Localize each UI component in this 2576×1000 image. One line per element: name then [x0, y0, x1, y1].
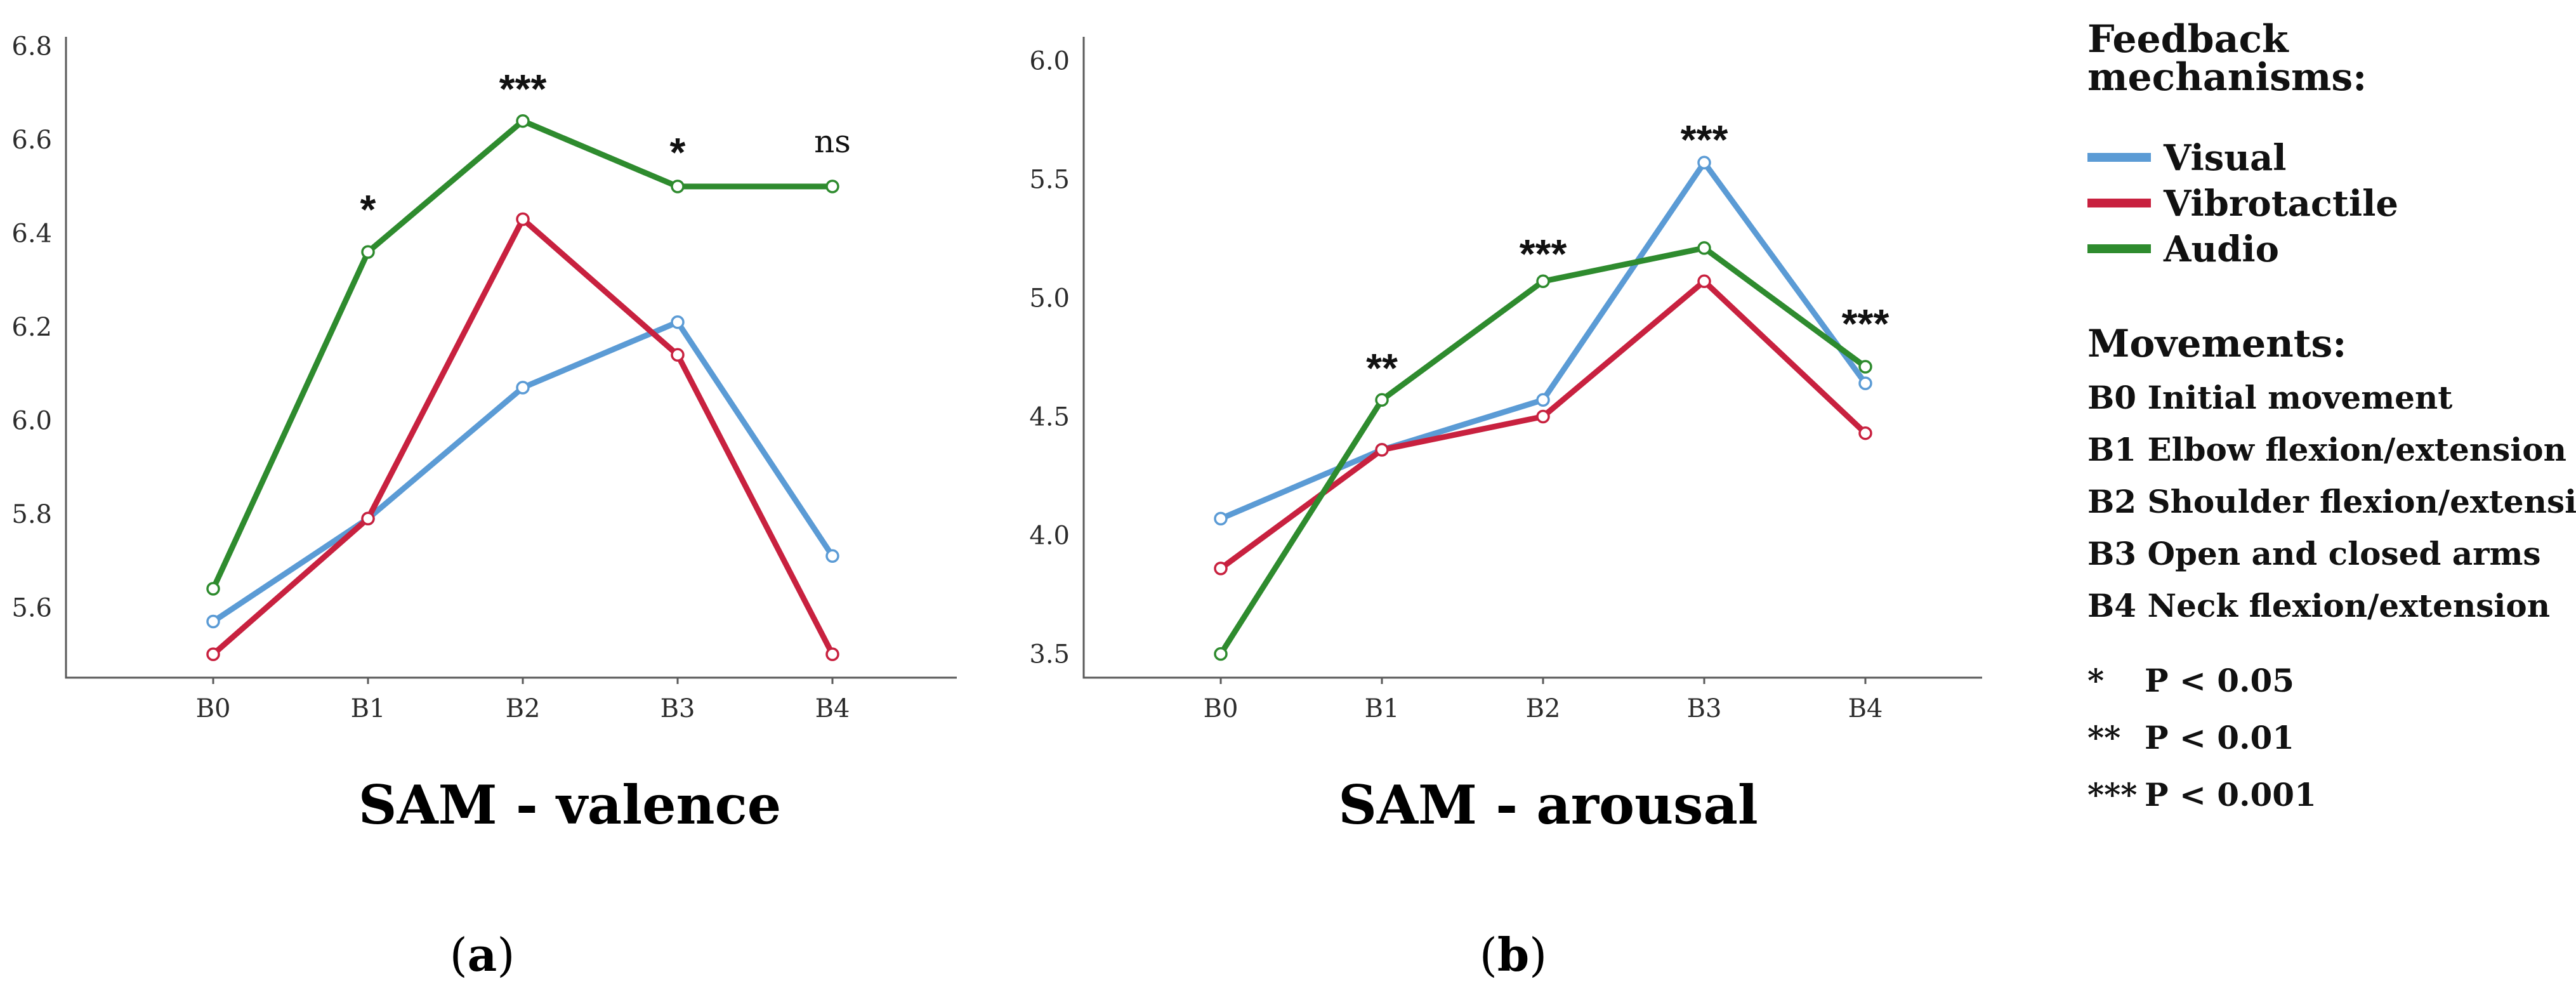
arousal-ytick-label: 5.5 — [1029, 165, 1070, 194]
arousal-series-audio-line — [1218, 245, 1869, 657]
valence-chart-title: SAM - valence — [358, 773, 781, 836]
arousal-significance-label: *** — [1681, 117, 1728, 162]
legend-movement-b1: B1 Elbow flexion/extension — [2087, 431, 2566, 468]
valence-series-vibrotactile-point — [206, 647, 220, 661]
valence-ytick-label: 6.0 — [11, 407, 52, 436]
arousal-ytick-label: 4.0 — [1029, 522, 1070, 551]
caption-b-letter: b — [1497, 928, 1529, 982]
arousal-series-audio-point — [1375, 393, 1389, 407]
valence-xtick-label: B2 — [506, 694, 541, 723]
legend-p-stars-3: *** — [2087, 776, 2137, 813]
legend-item-visual: Visual — [2163, 137, 2287, 179]
arousal-series-vibrotactile-point — [1214, 562, 1228, 576]
arousal-chart-title: SAM - arousal — [1338, 773, 1758, 836]
arousal-series-visual-point — [1858, 376, 1872, 390]
arousal-axes — [1082, 37, 1982, 679]
valence-xtick-label: B4 — [815, 694, 850, 723]
valence-series-vibrotactile-point — [825, 647, 839, 661]
legend-p-label-2: P < 0.01 — [2145, 719, 2294, 756]
valence-series-audio-point — [361, 245, 375, 259]
arousal-series-vibrotactile-line — [1218, 278, 1869, 572]
legend-p-stars-1: * — [2087, 662, 2104, 699]
legend-movement-b4: B4 Neck flexion/extension — [2087, 587, 2550, 624]
valence-series-vibrotactile-line — [210, 216, 836, 657]
valence-series-audio-point — [516, 114, 530, 128]
arousal-series-audio-point — [1214, 647, 1228, 661]
valence-ytick-label: 6.8 — [11, 32, 52, 62]
arousal-xtick-label: B0 — [1204, 694, 1239, 723]
valence-ytick-label: 6.6 — [11, 126, 52, 155]
valence-ytick-label: 6.4 — [11, 220, 52, 249]
caption-a-open: ( — [450, 928, 468, 982]
legend-p-label-3: P < 0.001 — [2145, 776, 2316, 813]
arousal-series-visual-point — [1697, 155, 1711, 170]
legend-movements-title: Movements: — [2087, 322, 2346, 366]
legend-movement-b2: B2 Shoulder flexion/extension — [2087, 483, 2576, 520]
arousal-ytick-label: 3.5 — [1029, 640, 1070, 669]
arousal-series-vibrotactile-point — [1697, 274, 1711, 289]
legend-item-audio: Audio — [2163, 228, 2279, 270]
valence-series-visual-point — [671, 315, 685, 329]
arousal-series-audio-point — [1536, 274, 1550, 289]
valence-series-audio-point — [825, 180, 839, 194]
arousal-xtick-label: B4 — [1848, 694, 1883, 723]
arousal-series-vibrotactile-point — [1536, 409, 1550, 424]
arousal-series-vibrotactile-point — [1375, 443, 1389, 457]
valence-series-audio-point — [671, 180, 685, 194]
valence-xtick-label: B3 — [660, 694, 695, 723]
arousal-xtick-label: B1 — [1365, 694, 1400, 723]
legend-p-label-1: P < 0.05 — [2145, 662, 2294, 699]
legend-movement-b3: B3 Open and closed arms — [2087, 535, 2541, 572]
valence-xtick-label: B1 — [351, 694, 386, 723]
legend-movement-b0: B0 Initial movement — [2087, 379, 2452, 416]
valence-ytick-label: 5.8 — [11, 500, 52, 529]
legend-item-vibrotactile: Vibrotactile — [2163, 183, 2398, 225]
arousal-ytick-label: 6.0 — [1029, 46, 1070, 76]
arousal-series-vibrotactile-point — [1858, 426, 1872, 440]
arousal-xtick-label: B3 — [1687, 694, 1722, 723]
valence-chart-panel: 5.65.86.06.26.46.66.8 B0 B1 B2 B3 B4 ***** ns… — [11, 32, 957, 836]
valence-series-vibrotactile-point — [671, 348, 685, 362]
arousal-significance-label: *** — [1842, 301, 1889, 346]
arousal-significance-label: *** — [1520, 231, 1567, 277]
legend-p-stars-2: ** — [2087, 719, 2120, 756]
arousal-series-visual-point — [1214, 511, 1228, 526]
valence-axes — [65, 37, 957, 679]
valence-ytick-label: 5.6 — [11, 593, 52, 622]
valence-series-audio-point — [206, 582, 220, 596]
legend-feedback-title-line2: mechanisms: — [2087, 55, 2367, 100]
legend: Feedback mechanisms: Visual Vibrotactile… — [2087, 17, 2576, 813]
valence-series-vibrotactile-point — [516, 212, 530, 227]
valence-ytick-label: 6.2 — [11, 313, 52, 342]
arousal-series-visual-point — [1536, 393, 1550, 407]
valence-series-visual-point — [825, 549, 839, 563]
arousal-ytick-label: 5.0 — [1029, 284, 1070, 313]
valence-series-visual-point — [516, 381, 530, 395]
valence-xtick-label: B0 — [196, 694, 231, 723]
arousal-xtick-label: B2 — [1526, 694, 1561, 723]
valence-significance-label: * — [360, 187, 376, 232]
arousal-series-audio-point — [1858, 360, 1872, 374]
legend-feedback-title-line1: Feedback — [2087, 17, 2289, 62]
valence-series-audio-line — [210, 118, 836, 592]
valence-significance-label: *** — [499, 66, 547, 112]
arousal-chart-panel: 3.54.04.55.05.56.0 B0 B1 B2 B3 B4 **********… — [1029, 37, 1982, 836]
arousal-significance-label: ** — [1366, 345, 1398, 391]
valence-significance-label: * — [670, 129, 686, 175]
caption-b-open: ( — [1480, 928, 1497, 982]
caption-b-close: ) — [1529, 928, 1547, 982]
valence-series-visual-point — [206, 614, 220, 629]
panel-b-caption: (b) — [1480, 928, 1548, 982]
caption-a-close: ) — [497, 928, 515, 982]
valence-significance-label: ns — [814, 123, 851, 160]
panel-a-caption: (a) — [450, 928, 515, 982]
arousal-series-audio-point — [1697, 241, 1711, 255]
caption-a-letter: a — [468, 928, 497, 982]
valence-series-vibrotactile-point — [361, 511, 375, 526]
arousal-ytick-label: 4.5 — [1029, 403, 1070, 432]
